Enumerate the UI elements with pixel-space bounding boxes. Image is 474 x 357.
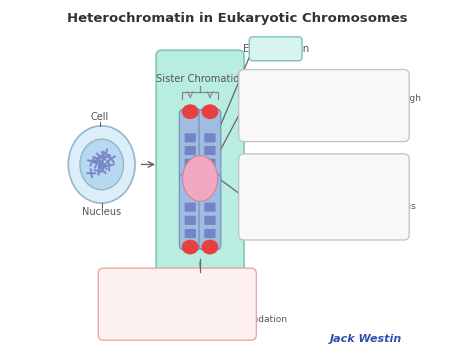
Ellipse shape — [201, 240, 219, 255]
FancyBboxPatch shape — [199, 174, 221, 250]
FancyBboxPatch shape — [98, 268, 256, 340]
Ellipse shape — [68, 126, 135, 203]
Text: Facultive Heterochromatin: Facultive Heterochromatin — [258, 82, 390, 92]
Text: Telomere: Telomere — [155, 280, 200, 290]
Ellipse shape — [201, 104, 219, 119]
FancyBboxPatch shape — [204, 159, 216, 168]
Text: Heterochromatin in Eukaryotic Chromosomes: Heterochromatin in Eukaryotic Chromosome… — [67, 11, 407, 25]
Text: - Single stranded DNA: - Single stranded DNA — [108, 303, 208, 312]
Text: - Double stranded DNA: - Double stranded DNA — [248, 190, 352, 199]
FancyBboxPatch shape — [185, 146, 196, 155]
FancyBboxPatch shape — [185, 133, 196, 142]
Text: Cell: Cell — [91, 112, 109, 122]
Text: acetylation or demethylation: acetylation or demethylation — [248, 106, 386, 115]
Ellipse shape — [182, 156, 218, 201]
FancyBboxPatch shape — [199, 109, 221, 183]
Ellipse shape — [182, 240, 199, 255]
FancyBboxPatch shape — [185, 202, 196, 212]
Text: - Binds to Kinetochore during mitosis: - Binds to Kinetochore during mitosis — [248, 202, 416, 211]
FancyBboxPatch shape — [204, 229, 216, 238]
FancyBboxPatch shape — [185, 159, 196, 168]
FancyBboxPatch shape — [179, 174, 201, 250]
FancyBboxPatch shape — [204, 202, 216, 212]
FancyBboxPatch shape — [156, 50, 244, 310]
Text: - Constitutive heterochromatin: - Constitutive heterochromatin — [248, 178, 388, 187]
FancyBboxPatch shape — [204, 133, 216, 142]
Text: Sister Chromatids: Sister Chromatids — [155, 74, 245, 84]
FancyBboxPatch shape — [249, 37, 302, 61]
Ellipse shape — [182, 104, 199, 119]
Text: - May convert to euchromatin through: - May convert to euchromatin through — [248, 94, 421, 103]
Text: Centromeres: Centromeres — [292, 167, 356, 177]
Text: Nucleus: Nucleus — [82, 207, 121, 217]
FancyBboxPatch shape — [179, 109, 201, 183]
FancyBboxPatch shape — [185, 229, 196, 238]
FancyBboxPatch shape — [185, 216, 196, 225]
Text: Jack Westin: Jack Westin — [330, 334, 402, 344]
Text: - Protect ends of DNA from degradation: - Protect ends of DNA from degradation — [108, 315, 287, 324]
Ellipse shape — [80, 139, 124, 190]
Text: Euchromatin: Euchromatin — [243, 44, 309, 54]
Text: - Constitutive heterochromatin: - Constitutive heterochromatin — [108, 292, 247, 301]
FancyBboxPatch shape — [239, 70, 409, 142]
FancyBboxPatch shape — [204, 146, 216, 155]
FancyBboxPatch shape — [239, 154, 409, 240]
FancyBboxPatch shape — [204, 216, 216, 225]
